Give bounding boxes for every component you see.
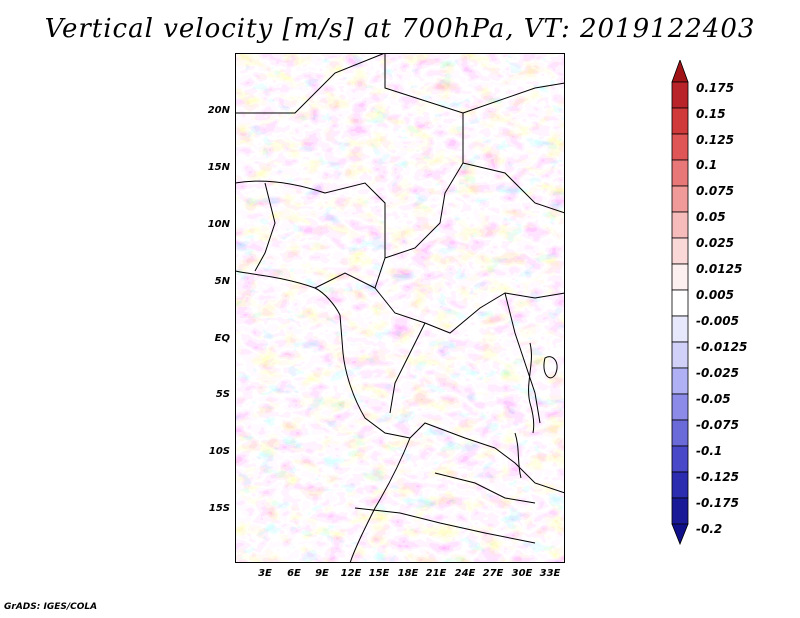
colorbar-label: -0.05 bbox=[696, 392, 731, 406]
colorbar-label: -0.1 bbox=[696, 444, 723, 458]
colorbar-swatch bbox=[671, 107, 689, 135]
lake-outlines bbox=[514, 342, 558, 479]
colorbar-swatch bbox=[671, 185, 689, 213]
colorbar-label: 0.175 bbox=[696, 81, 734, 95]
colorbar-label: 0.005 bbox=[696, 288, 734, 302]
colorbar-swatch bbox=[671, 289, 689, 317]
map-title: Vertical velocity [m/s] at 700hPa, VT: 2… bbox=[44, 14, 756, 44]
colorbar-swatch bbox=[671, 445, 689, 473]
lon-label-21e: 21E bbox=[425, 568, 447, 579]
lat-label-10n: 10N bbox=[207, 219, 230, 230]
lon-label-30e: 30E bbox=[511, 568, 533, 579]
colorbar-label: 0.15 bbox=[696, 107, 726, 121]
colorbar-label: 0.025 bbox=[696, 236, 734, 250]
colorbar-swatch bbox=[671, 419, 689, 447]
map-frame bbox=[235, 53, 565, 563]
colorbar-label: 0.1 bbox=[696, 158, 718, 172]
colorbar-swatch bbox=[671, 237, 689, 265]
lon-label-18e: 18E bbox=[397, 568, 419, 579]
lon-label-24e: 24E bbox=[454, 568, 476, 579]
lat-label-15s: 15S bbox=[208, 503, 230, 514]
velocity-field bbox=[235, 53, 565, 563]
colorbar-swatch bbox=[671, 471, 689, 499]
lon-label-12e: 12E bbox=[340, 568, 362, 579]
grads-credit: GrADS: IGES/COLA bbox=[4, 602, 98, 612]
lon-label-15e: 15E bbox=[368, 568, 390, 579]
colorbar-swatch bbox=[671, 133, 689, 161]
lon-label-9e: 9E bbox=[315, 568, 329, 579]
colorbar-swatch bbox=[671, 367, 689, 395]
lon-label-6e: 6E bbox=[287, 568, 301, 579]
colorbar-swatch bbox=[671, 315, 689, 343]
colorbar-swatch bbox=[671, 81, 689, 109]
colorbar-swatch bbox=[671, 341, 689, 369]
colorbar-label: -0.125 bbox=[696, 470, 739, 484]
colorbar-swatch bbox=[671, 497, 689, 525]
colorbar-label: -0.175 bbox=[696, 496, 739, 510]
colorbar-label: 0.0125 bbox=[696, 262, 743, 276]
lat-label-10s: 10S bbox=[208, 446, 230, 457]
lon-label-3e: 3E bbox=[258, 568, 272, 579]
lat-label-20n: 20N bbox=[207, 105, 230, 116]
colorbar-label: -0.2 bbox=[696, 522, 723, 536]
colorbar-label: -0.005 bbox=[696, 314, 739, 328]
lat-label-5s: 5S bbox=[215, 389, 230, 400]
map-plot bbox=[235, 53, 565, 563]
colorbar-swatch bbox=[671, 523, 689, 546]
colorbar bbox=[671, 60, 689, 546]
colorbar-swatch bbox=[671, 393, 689, 421]
colorbar-label: 0.075 bbox=[696, 184, 734, 198]
lat-label-15n: 15N bbox=[207, 162, 230, 173]
country-borders bbox=[235, 53, 565, 563]
colorbar-label: -0.075 bbox=[696, 418, 739, 432]
colorbar-swatch bbox=[671, 159, 689, 187]
colorbar-label: 0.05 bbox=[696, 210, 726, 224]
lat-label-5n: 5N bbox=[214, 276, 230, 287]
lon-label-27e: 27E bbox=[482, 568, 504, 579]
colorbar-swatch bbox=[671, 211, 689, 239]
colorbar-swatch bbox=[671, 60, 689, 83]
lat-label-eq: EQ bbox=[214, 333, 230, 344]
colorbar-label: 0.125 bbox=[696, 133, 734, 147]
colorbar-label: -0.0125 bbox=[696, 340, 748, 354]
colorbar-swatch bbox=[671, 263, 689, 291]
colorbar-label: -0.025 bbox=[696, 366, 739, 380]
lon-label-33e: 33E bbox=[539, 568, 561, 579]
